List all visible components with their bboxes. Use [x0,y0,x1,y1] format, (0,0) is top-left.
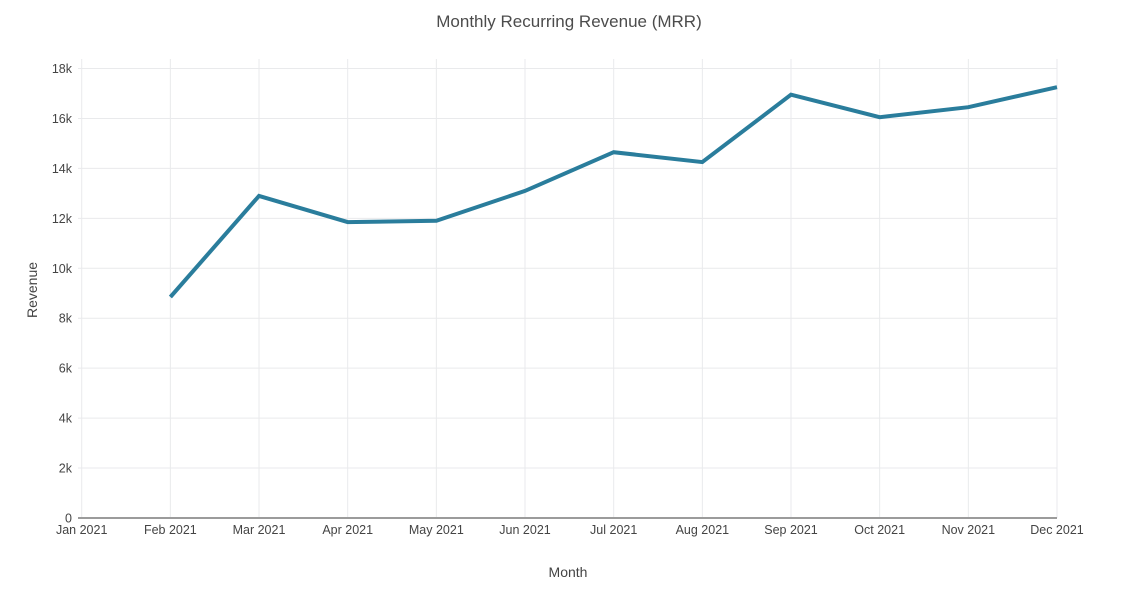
x-tick-label: Jan 2021 [56,523,107,537]
x-tick-label: Apr 2021 [322,523,373,537]
y-tick-label: 18k [52,62,73,76]
x-tick-label: Jun 2021 [499,523,550,537]
x-axis-title: Month [548,564,588,580]
x-tick-label: Mar 2021 [233,523,286,537]
y-tick-label: 16k [52,112,73,126]
y-tick-label: 10k [52,262,73,276]
chart-title: Monthly Recurring Revenue (MRR) [436,12,702,31]
y-tick-label: 0 [65,512,72,526]
x-tick-label: Feb 2021 [144,523,197,537]
x-tick-label: Nov 2021 [942,523,996,537]
y-tick-label: 12k [52,212,73,226]
y-tick-label: 14k [52,162,73,176]
y-tick-label: 8k [59,312,73,326]
y-axis-title: Revenue [24,261,40,319]
y-tick-label: 4k [59,412,73,426]
y-tick-label: 2k [59,462,73,476]
x-tick-label: Sep 2021 [764,523,818,537]
x-tick-label: Dec 2021 [1030,523,1084,537]
x-tick-label: Aug 2021 [676,523,730,537]
x-tick-label: May 2021 [409,523,464,537]
x-tick-label: Oct 2021 [854,523,905,537]
y-tick-label: 6k [59,362,73,376]
revenue-line [168,85,1058,299]
x-tick-label: Jul 2021 [590,523,637,537]
